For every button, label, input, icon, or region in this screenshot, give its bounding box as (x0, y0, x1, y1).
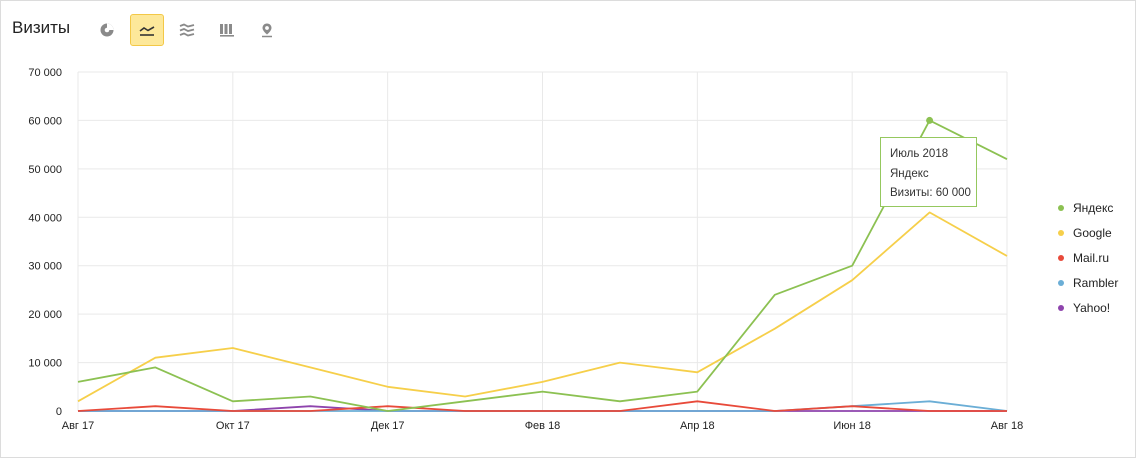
chart-grid (77, 71, 1008, 412)
legend-label: Яндекс (1073, 200, 1114, 215)
chart-series (77, 119, 1008, 412)
legend-label: Rambler (1073, 275, 1119, 290)
x-tick-label: Окт 17 (216, 420, 250, 432)
series-line-яндекс (77, 119, 1008, 412)
x-tick-label: Дек 17 (371, 420, 405, 432)
chart-legend: Яндекс Google Mail.ru Rambler Yahoo! (1058, 195, 1118, 320)
legend-marker (1058, 229, 1064, 236)
x-tick-label: Авг 17 (62, 420, 94, 432)
legend-label: Mail.ru (1073, 250, 1110, 265)
legend-label: Google (1073, 225, 1112, 240)
line-chart-button[interactable] (130, 14, 164, 46)
area-chart-button[interactable] (170, 14, 204, 46)
series-line-google (77, 211, 1008, 403)
y-axis-ticks: 0 10 000 20 000 30 000 40 000 50 000 60 000 70 … (28, 67, 62, 418)
y-tick-label: 0 (56, 406, 62, 418)
y-tick-label: 30 000 (28, 261, 62, 273)
y-tick-label: 40 000 (28, 212, 62, 224)
pie-chart-icon (99, 22, 115, 38)
tooltip-date: Июль 2018 (890, 148, 949, 160)
bar-chart-button[interactable] (210, 14, 244, 46)
widget-title: Визиты (12, 18, 71, 37)
legend-item[interactable]: Yahoo! (1058, 295, 1118, 320)
area-chart-icon (178, 22, 196, 38)
y-tick-label: 70 000 (28, 67, 62, 79)
tooltip-value: Визиты: 60 000 (890, 187, 971, 199)
y-tick-label: 60 000 (28, 115, 62, 127)
legend-label: Yahoo! (1073, 300, 1111, 315)
series-line-mailru (77, 400, 1007, 412)
chart-tooltip: Июль 2018 Яндекс Визиты: 60 000 (880, 137, 977, 207)
pie-chart-button[interactable] (90, 14, 124, 46)
x-tick-label: Авг 18 (991, 420, 1023, 432)
legend-marker (1058, 204, 1064, 211)
x-tick-label: Фев 18 (525, 420, 561, 432)
x-tick-label: Апр 18 (680, 420, 715, 432)
line-chart-icon (138, 22, 156, 38)
map-button[interactable] (250, 14, 284, 46)
x-tick-label: Июн 18 (833, 420, 871, 432)
legend-marker (1058, 304, 1064, 311)
y-tick-label: 20 000 (28, 309, 62, 321)
chart-markers (926, 116, 934, 124)
legend-item[interactable]: Rambler (1058, 270, 1118, 295)
legend-item[interactable]: Google (1058, 220, 1118, 245)
x-axis-ticks: Авг 17 Окт 17 Дек 17 Фев 18 Апр 18 Июн 18 Авг … (62, 420, 1023, 432)
y-tick-label: 50 000 (28, 164, 62, 176)
tooltip-series: Яндекс (890, 167, 929, 180)
legend-item[interactable]: Яндекс (1058, 195, 1118, 220)
bar-chart-icon (219, 22, 235, 38)
legend-item[interactable]: Mail.ru (1058, 245, 1118, 270)
map-pin-icon (259, 22, 275, 38)
highlight-point (926, 116, 934, 124)
y-tick-label: 10 000 (28, 358, 62, 370)
legend-marker (1058, 279, 1064, 286)
legend-marker (1058, 254, 1064, 261)
